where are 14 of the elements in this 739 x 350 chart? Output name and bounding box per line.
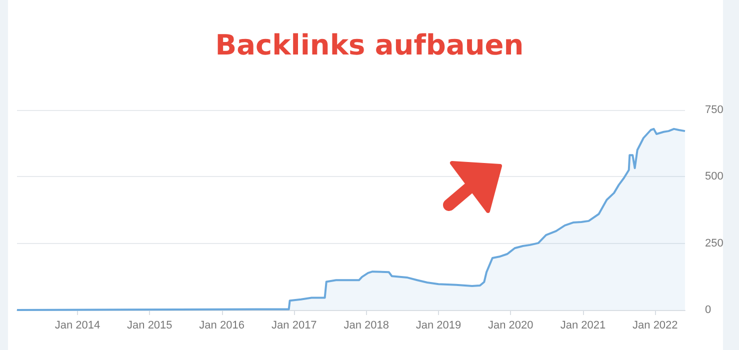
x-tick-label: Jan 2020 — [488, 320, 534, 332]
x-tick-label: Jan 2016 — [199, 320, 244, 332]
y-tick-label: 0 — [705, 304, 712, 316]
x-tick-label: Jan 2017 — [272, 320, 317, 332]
y-tick-label: 750 — [705, 104, 724, 116]
x-tick-label: Jan 2022 — [632, 320, 678, 332]
x-tick-label: Jan 2019 — [416, 320, 462, 332]
y-tick-label: 500 — [705, 170, 724, 183]
x-tick-label: Jan 2014 — [54, 320, 100, 332]
chart-title: Backlinks aufbauen — [215, 28, 524, 62]
x-tick-label: Jan 2015 — [127, 320, 172, 332]
y-tick-label: 250 — [705, 237, 724, 250]
x-tick-label: Jan 2021 — [560, 320, 606, 332]
x-tick-label: Jan 2018 — [344, 320, 389, 332]
